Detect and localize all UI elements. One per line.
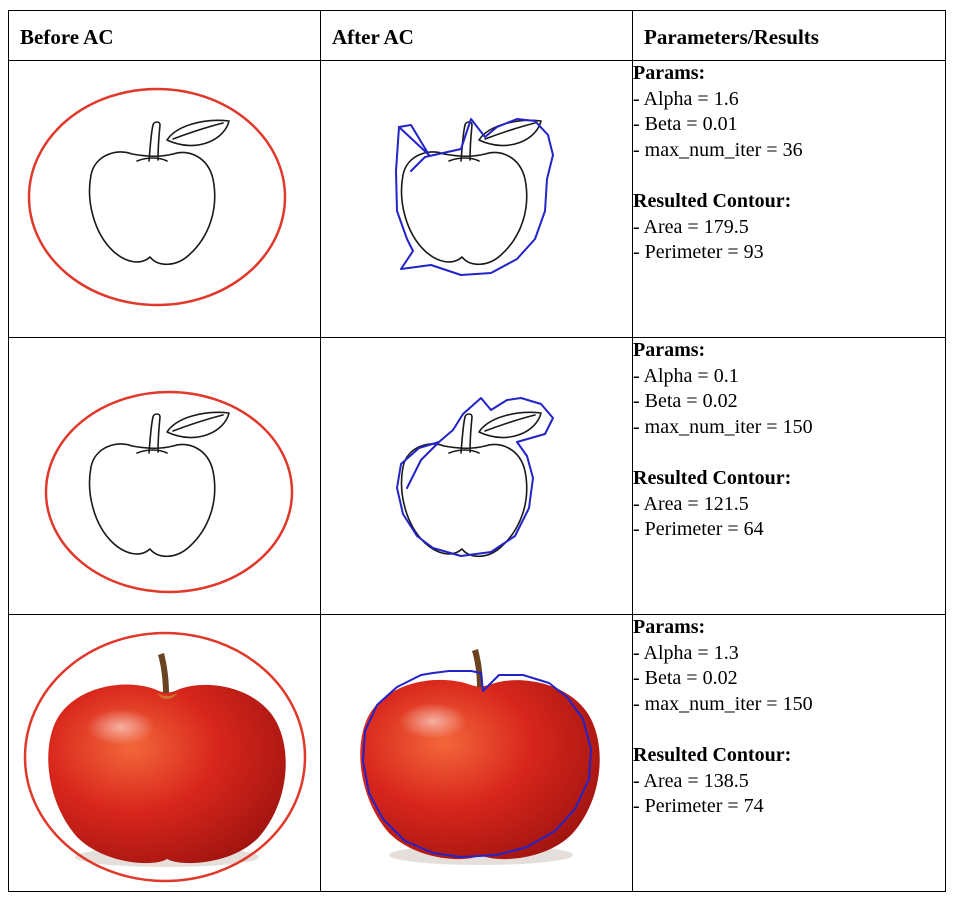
- result-area: - Area = 138.5: [633, 769, 749, 792]
- red-apple-photo-with-initial-contour-image: [23, 631, 307, 883]
- apple-sketch-with-result-contour-image: [396, 397, 554, 558]
- result-perimeter: - Perimeter = 93: [633, 241, 764, 263]
- after-ac-image: [320, 60, 633, 338]
- results-table: Before AC After AC Parameters/Results: [8, 10, 946, 892]
- params-results-cell: Params: - Alpha = 0.1 - Beta = 0.02 - ma…: [632, 337, 946, 615]
- after-ac-image: [320, 614, 633, 892]
- params-title: Params:: [633, 616, 706, 638]
- params-title: Params:: [633, 62, 706, 84]
- result-area: - Area = 121.5: [633, 492, 749, 515]
- apple-sketch-with-initial-contour-image: [27, 87, 287, 307]
- after-ac-image: [320, 337, 633, 615]
- header-before-ac: Before AC: [8, 10, 321, 61]
- table-row: Params: - Alpha = 1.3 - Beta = 0.02 - ma…: [8, 614, 946, 892]
- param-beta: - Beta = 0.01: [633, 113, 738, 135]
- params-title: Params:: [633, 339, 706, 361]
- result-area: - Area = 179.5: [633, 215, 749, 238]
- param-beta: - Beta = 0.02: [633, 667, 738, 689]
- result-title: Resulted Contour:: [633, 190, 792, 212]
- param-alpha: - Alpha = 0.1: [633, 364, 739, 387]
- result-title: Resulted Contour:: [633, 467, 792, 489]
- before-ac-image: [8, 614, 321, 892]
- result-title: Resulted Contour:: [633, 744, 792, 766]
- param-alpha: - Alpha = 1.3: [633, 641, 739, 664]
- param-max-num-iter: - max_num_iter = 36: [633, 138, 803, 161]
- result-perimeter: - Perimeter = 74: [633, 795, 764, 817]
- before-ac-image: [8, 60, 321, 338]
- param-alpha: - Alpha = 1.6: [633, 87, 739, 110]
- params-results-cell: Params: - Alpha = 1.6 - Beta = 0.01 - ma…: [632, 60, 946, 338]
- red-apple-photo-with-result-contour-image: [360, 649, 600, 865]
- param-max-num-iter: - max_num_iter = 150: [633, 415, 813, 438]
- header-after-ac: After AC: [320, 10, 633, 61]
- result-perimeter: - Perimeter = 64: [633, 518, 764, 540]
- param-max-num-iter: - max_num_iter = 150: [633, 692, 813, 715]
- header-row: Before AC After AC Parameters/Results: [8, 10, 946, 61]
- param-beta: - Beta = 0.02: [633, 390, 738, 412]
- table-row: Params: - Alpha = 1.6 - Beta = 0.01 - ma…: [8, 60, 946, 338]
- apple-sketch-with-result-contour-image: [395, 118, 554, 276]
- table-row: Params: - Alpha = 0.1 - Beta = 0.02 - ma…: [8, 337, 946, 615]
- header-parameters-results: Parameters/Results: [632, 10, 946, 61]
- apple-sketch-with-initial-contour-image: [44, 390, 294, 594]
- before-ac-image: [8, 337, 321, 615]
- params-results-cell: Params: - Alpha = 1.3 - Beta = 0.02 - ma…: [632, 614, 946, 892]
